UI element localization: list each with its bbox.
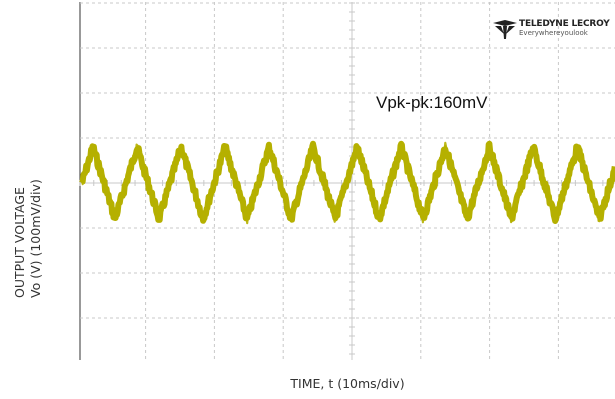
logo-tagline: Everywhereyoulook bbox=[519, 29, 588, 37]
teledyne-lecroy-logo: TELEDYNE LECROY Everywhereyoulook bbox=[492, 18, 615, 44]
logo-brand: TELEDYNE LECROY bbox=[519, 19, 610, 29]
y-axis-label-line2: Vo (V) (100mV/div) bbox=[28, 179, 43, 298]
scope-grid bbox=[79, 2, 615, 360]
y-axis-label-line1: OUTPUT VOLTAGE bbox=[12, 187, 27, 298]
vpk-pk-annotation: Vpk-pk:160mV bbox=[376, 93, 488, 112]
waveform-series bbox=[79, 140, 615, 225]
waveform-trace bbox=[81, 141, 615, 224]
x-axis-label: TIME, t (10ms/div) bbox=[290, 376, 405, 391]
logo-mark-icon bbox=[493, 20, 517, 39]
